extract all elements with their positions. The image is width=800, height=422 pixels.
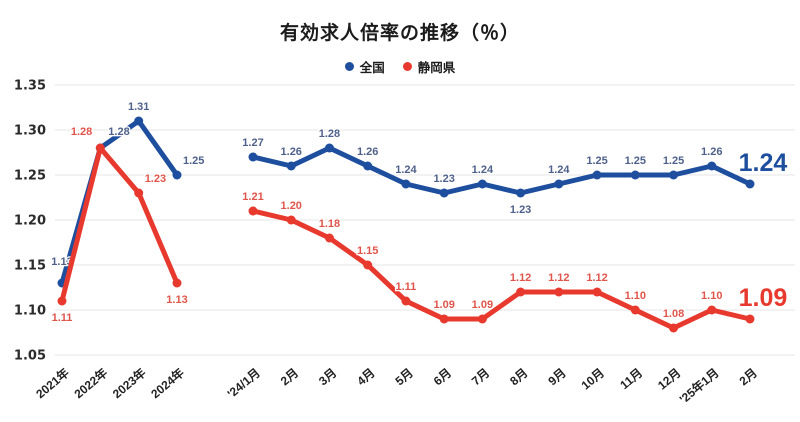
svg-text:10月: 10月 <box>579 366 607 393</box>
svg-text:1.28: 1.28 <box>319 128 340 140</box>
svg-text:1.23: 1.23 <box>433 173 454 185</box>
svg-text:3月: 3月 <box>316 366 339 389</box>
svg-text:1.23: 1.23 <box>145 173 166 185</box>
svg-text:1.10: 1.10 <box>625 290 646 302</box>
svg-text:9月: 9月 <box>545 366 568 389</box>
svg-text:7月: 7月 <box>469 366 492 389</box>
svg-text:1.26: 1.26 <box>357 146 378 158</box>
svg-text:1.11: 1.11 <box>52 312 73 324</box>
svg-text:1.25: 1.25 <box>14 169 46 184</box>
svg-text:2024年: 2024年 <box>148 365 187 401</box>
svg-text:1.11: 1.11 <box>396 281 417 293</box>
svg-text:1.18: 1.18 <box>319 218 340 230</box>
svg-text:2月: 2月 <box>278 366 301 389</box>
legend-label-national: 全国 <box>359 61 385 75</box>
svg-text:1.10: 1.10 <box>14 304 46 319</box>
svg-text:2022年: 2022年 <box>71 365 110 401</box>
legend-swatch-shizuoka-icon <box>402 62 412 71</box>
svg-text:1.26: 1.26 <box>701 146 722 158</box>
svg-text:6月: 6月 <box>431 366 454 389</box>
svg-text:1.12: 1.12 <box>586 272 607 284</box>
svg-text:1.12: 1.12 <box>548 272 569 284</box>
svg-text:5月: 5月 <box>393 366 416 389</box>
legend-item-shizuoka: 静岡県 <box>402 57 456 76</box>
svg-text:1.25: 1.25 <box>586 155 607 167</box>
legend-label-shizuoka: 静岡県 <box>417 61 456 75</box>
svg-text:1.25: 1.25 <box>183 155 204 167</box>
svg-text:4月: 4月 <box>354 366 377 389</box>
svg-text:1.15: 1.15 <box>357 245 378 257</box>
svg-text:2月: 2月 <box>737 366 760 389</box>
svg-text:1.08: 1.08 <box>663 308 684 320</box>
svg-text:1.31: 1.31 <box>128 101 149 113</box>
legend: 全国 静岡県 <box>0 57 800 76</box>
svg-text:1.09: 1.09 <box>433 299 454 311</box>
svg-text:'25年1月: '25年1月 <box>676 365 722 407</box>
svg-text:1.20: 1.20 <box>14 214 46 229</box>
svg-text:1.13: 1.13 <box>166 294 187 306</box>
legend-swatch-national-icon <box>344 62 354 71</box>
svg-text:1.21: 1.21 <box>242 191 263 203</box>
svg-text:1.24: 1.24 <box>472 164 494 176</box>
svg-text:1.24: 1.24 <box>395 164 417 176</box>
svg-text:1.10: 1.10 <box>701 290 722 302</box>
svg-text:1.25: 1.25 <box>663 155 684 167</box>
svg-text:1.28: 1.28 <box>71 126 92 138</box>
legend-item-national: 全国 <box>344 57 385 76</box>
svg-text:11月: 11月 <box>617 366 645 393</box>
svg-text:1.13: 1.13 <box>51 256 72 268</box>
svg-text:1.05: 1.05 <box>14 349 46 364</box>
svg-text:1.12: 1.12 <box>510 272 531 284</box>
svg-text:1.15: 1.15 <box>14 259 46 274</box>
svg-text:1.35: 1.35 <box>14 79 46 94</box>
svg-text:1.23: 1.23 <box>510 204 531 216</box>
svg-text:1.27: 1.27 <box>242 137 263 149</box>
svg-text:1.24: 1.24 <box>739 149 788 177</box>
svg-text:2021年: 2021年 <box>33 365 72 401</box>
svg-text:2023年: 2023年 <box>109 365 148 401</box>
svg-text:1.20: 1.20 <box>281 200 302 212</box>
svg-text:1.09: 1.09 <box>472 299 493 311</box>
svg-text:8月: 8月 <box>507 366 530 389</box>
page-title: 有効求人倍率の推移（％） <box>279 23 520 44</box>
svg-text:1.28: 1.28 <box>108 126 129 138</box>
svg-text:12月: 12月 <box>655 366 683 393</box>
svg-text:1.30: 1.30 <box>14 124 46 139</box>
svg-text:1.24: 1.24 <box>548 164 570 176</box>
svg-text:1.26: 1.26 <box>281 146 302 158</box>
svg-text:'24/1月: '24/1月 <box>225 366 263 401</box>
svg-text:1.25: 1.25 <box>625 155 646 167</box>
svg-text:1.09: 1.09 <box>739 284 788 312</box>
